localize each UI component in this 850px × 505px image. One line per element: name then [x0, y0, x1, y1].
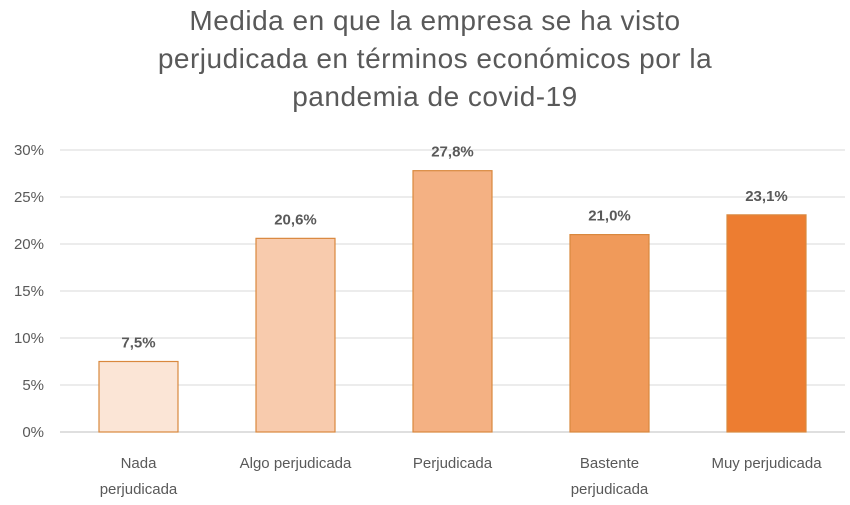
x-tick-label-line: Perjudicada: [413, 455, 493, 472]
x-tick-label-line: perjudicada: [571, 481, 649, 498]
bar: [726, 214, 807, 433]
x-tick-label-line: Algo perjudicada: [240, 455, 352, 472]
x-tick-label-line: Nada: [121, 455, 158, 472]
y-tick-label: 15%: [14, 283, 44, 300]
data-label: 20,6%: [274, 211, 317, 228]
y-tick-label: 10%: [14, 330, 44, 347]
x-tick-label: Bastente perjudicada: [571, 455, 649, 498]
chart-title-line-2: perjudicada en términos económicos por l…: [157, 43, 713, 74]
x-tick-label: Muy perjudicada: [711, 455, 822, 472]
y-tick-label: 0%: [22, 424, 44, 441]
data-label: 21,0%: [588, 208, 631, 225]
bar: [255, 237, 336, 433]
y-tick-label: 25%: [14, 189, 44, 206]
bar: [98, 360, 179, 433]
x-tick-label: Perjudicada: [413, 455, 493, 472]
y-tick-label: 20%: [14, 236, 44, 253]
data-label: 23,1%: [745, 188, 788, 205]
chart-title: Medida en que la empresa se ha visto per…: [40, 2, 830, 116]
bar: [569, 234, 650, 433]
y-tick-label: 5%: [22, 377, 44, 394]
x-tick-label-line: Bastente: [580, 455, 639, 472]
chart-title-line-1: Medida en que la empresa se ha visto: [189, 5, 681, 36]
chart-title-line-3: pandemia de covid-19: [292, 81, 578, 112]
data-label: 27,8%: [431, 144, 474, 161]
x-tick-label-line: perjudicada: [100, 481, 178, 498]
x-tick-label: Nada perjudicada: [100, 455, 178, 498]
data-label: 7,5%: [121, 335, 155, 352]
x-tick-label: Algo perjudicada: [240, 455, 352, 472]
bar: [412, 170, 493, 433]
y-tick-label: 30%: [14, 142, 44, 159]
x-tick-label-line: Muy perjudicada: [711, 455, 822, 472]
